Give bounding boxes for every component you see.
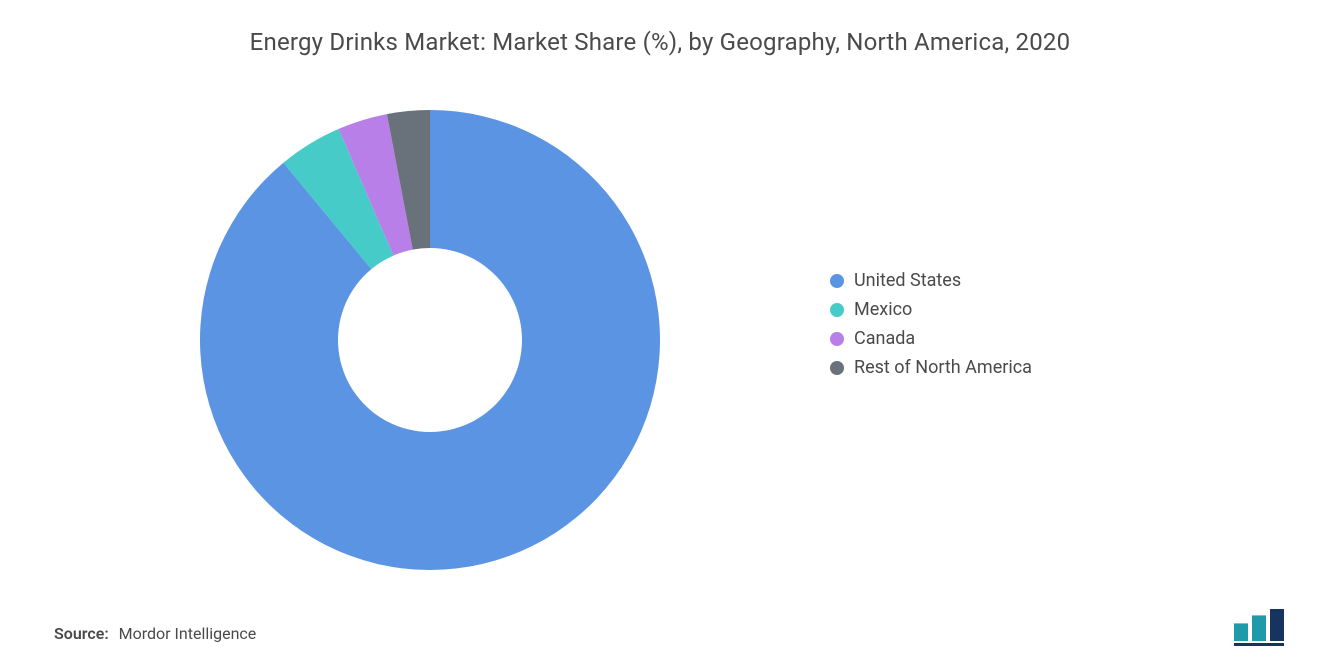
legend-label: United States (854, 270, 961, 291)
legend-swatch (830, 361, 844, 375)
source-value: Mordor Intelligence (119, 624, 257, 643)
source-label: Source: (54, 624, 109, 643)
legend-label: Canada (854, 328, 915, 349)
legend-swatch (830, 274, 844, 288)
donut-chart (200, 110, 660, 570)
legend-item: Canada (830, 328, 1032, 349)
legend-swatch (830, 303, 844, 317)
logo-bar (1270, 609, 1284, 641)
legend-label: Mexico (854, 299, 912, 320)
logo-underline (1234, 643, 1284, 646)
donut-svg (200, 110, 660, 570)
mordor-logo-svg (1234, 605, 1292, 647)
legend: United States Mexico Canada Rest of North A… (830, 270, 1032, 386)
logo-bar (1234, 623, 1248, 641)
chart-title: Energy Drinks Market: Market Share (%), … (0, 28, 1320, 56)
legend-swatch (830, 332, 844, 346)
legend-item: Mexico (830, 299, 1032, 320)
mordor-logo (1234, 605, 1292, 647)
legend-label: Rest of North America (854, 357, 1032, 378)
legend-item: United States (830, 270, 1032, 291)
legend-item: Rest of North America (830, 357, 1032, 378)
logo-bar (1252, 615, 1266, 641)
source-line: Source: Mordor Intelligence (54, 624, 256, 643)
